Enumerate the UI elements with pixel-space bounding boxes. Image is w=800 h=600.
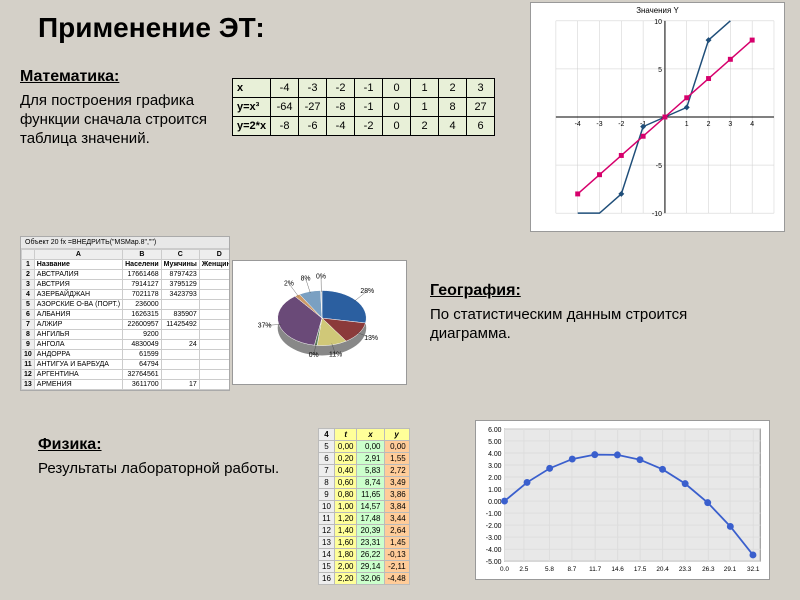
svg-text:20.4: 20.4 [656, 566, 669, 573]
svg-text:-2.00: -2.00 [486, 523, 502, 530]
geo-spreadsheet: Объект 20 fx =ВНЕДРИТЬ("MSMap.8","") ABC… [20, 236, 230, 391]
svg-text:-3.00: -3.00 [486, 535, 502, 542]
svg-text:-10: -10 [652, 211, 662, 218]
svg-text:0.0: 0.0 [500, 566, 509, 573]
svg-text:4: 4 [750, 121, 754, 128]
page-title: Применение ЭТ: [38, 12, 265, 44]
svg-text:3.00: 3.00 [488, 463, 502, 470]
svg-text:5: 5 [658, 67, 662, 74]
svg-text:0%: 0% [309, 352, 319, 359]
formula-bar: Объект 20 fx =ВНЕДРИТЬ("MSMap.8","") [21, 237, 229, 249]
svg-text:2%: 2% [284, 280, 294, 287]
svg-text:-3: -3 [596, 121, 602, 128]
svg-text:5.00: 5.00 [488, 439, 502, 446]
math-heading: Математика: [20, 68, 119, 86]
function-chart: -4-3-2-11234-10-5510Значения Y [530, 2, 785, 232]
svg-text:2.00: 2.00 [488, 475, 502, 482]
phys-chart: -5.00-4.00-3.00-2.00-1.000.001.002.003.0… [475, 420, 770, 580]
svg-text:14.6: 14.6 [611, 566, 624, 573]
svg-text:11%: 11% [329, 351, 342, 358]
phys-sheet: 4txy50,000,000,0060,202,911,5570,405,832… [318, 428, 410, 585]
math-text: Для построения графика функции сначала с… [20, 92, 230, 148]
svg-text:4.00: 4.00 [488, 451, 502, 458]
svg-text:-1.00: -1.00 [486, 511, 502, 518]
svg-text:17.5: 17.5 [634, 566, 647, 573]
svg-text:3: 3 [728, 121, 732, 128]
phys-heading: Физика: [38, 436, 102, 454]
svg-text:Значения Y: Значения Y [636, 6, 679, 15]
geo-heading: География: [430, 282, 521, 300]
svg-text:8.7: 8.7 [567, 566, 576, 573]
svg-text:0.00: 0.00 [488, 499, 502, 506]
math-table: x-4-3-2-10123y=x³-64-27-8-101827y=2*x-8-… [232, 78, 495, 136]
svg-text:6.00: 6.00 [488, 427, 502, 434]
svg-text:29.1: 29.1 [724, 566, 737, 573]
geo-text: По статистическим данным строится диагра… [430, 306, 710, 344]
svg-text:1: 1 [685, 121, 689, 128]
svg-text:5.8: 5.8 [545, 566, 554, 573]
svg-text:1.00: 1.00 [488, 487, 502, 494]
svg-text:11.7: 11.7 [589, 566, 601, 573]
pie-chart: 28%13%11%0%37%2%8%0% [232, 260, 407, 385]
svg-text:37%: 37% [258, 323, 272, 330]
svg-text:-4: -4 [575, 121, 581, 128]
svg-text:26.3: 26.3 [702, 566, 715, 573]
svg-text:-2: -2 [618, 121, 624, 128]
svg-text:-5: -5 [656, 163, 662, 170]
svg-text:2: 2 [707, 121, 711, 128]
svg-text:10: 10 [654, 19, 662, 26]
svg-text:-4.00: -4.00 [486, 547, 502, 554]
svg-text:28%: 28% [360, 288, 374, 295]
svg-text:23.3: 23.3 [679, 566, 692, 573]
svg-text:32.1: 32.1 [747, 566, 760, 573]
svg-text:2.5: 2.5 [519, 566, 528, 573]
phys-text: Результаты лабораторной работы. [38, 460, 298, 477]
